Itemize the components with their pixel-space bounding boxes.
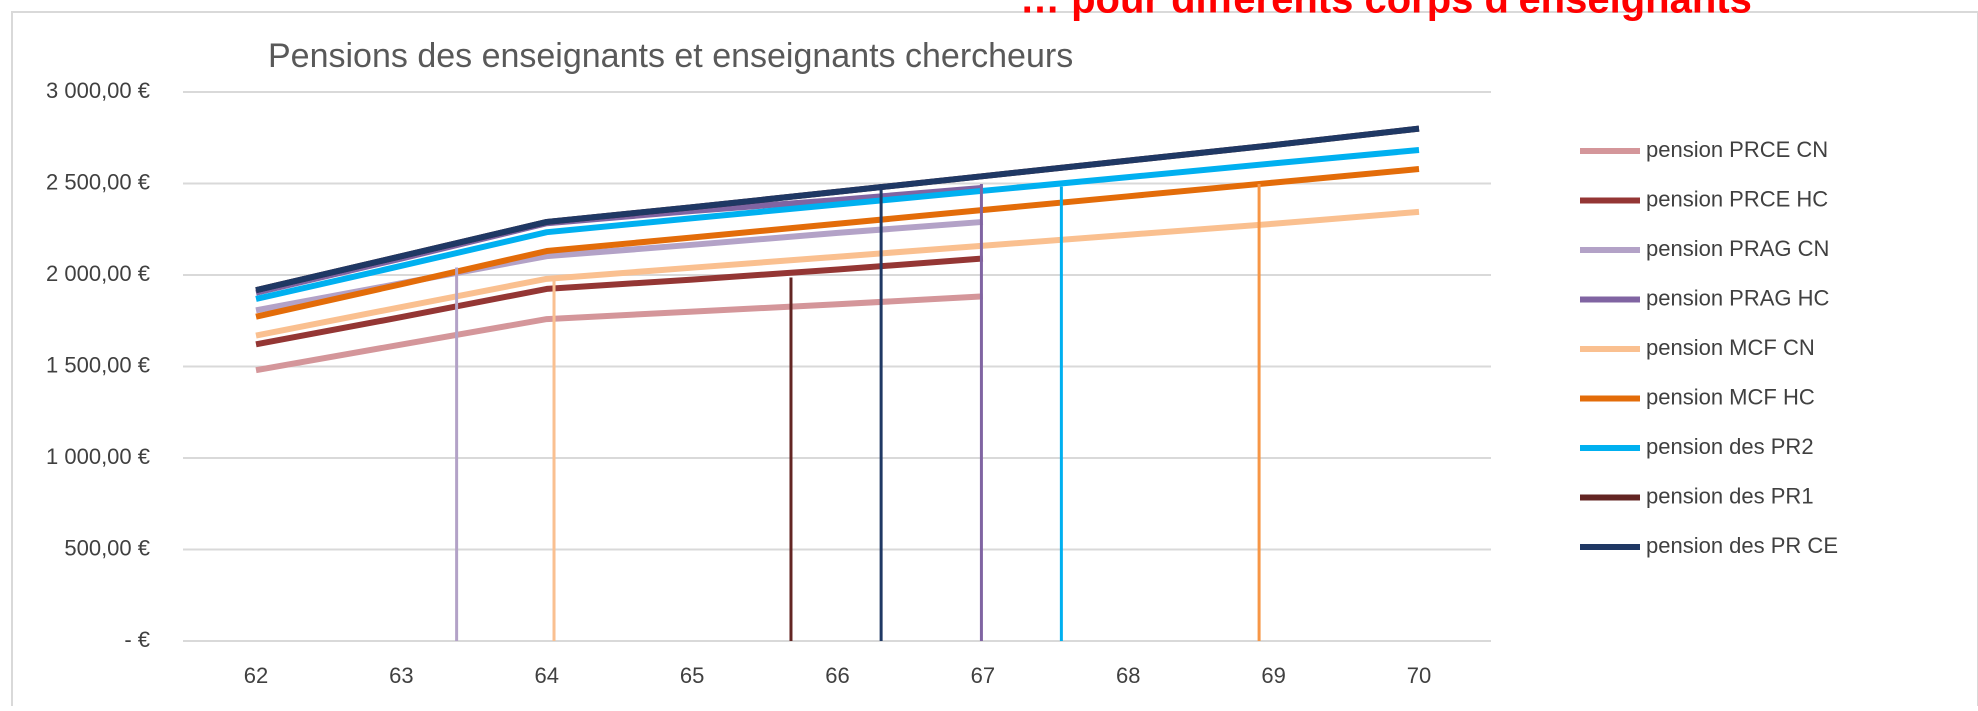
series-line [255, 208, 1420, 339]
series-line [255, 255, 984, 348]
annotation: … pour différents corps d'enseignants [1020, 0, 1752, 22]
y-tick-label: 1 000,00 € [46, 444, 150, 469]
x-tick-label: 67 [971, 663, 995, 688]
legend-label: pension PRCE CN [1646, 137, 1828, 162]
y-tick-label: 1 500,00 € [46, 352, 150, 377]
x-tick-label: 70 [1407, 663, 1431, 688]
y-tick-label: 2 500,00 € [46, 169, 150, 194]
x-tick-label: 63 [389, 663, 413, 688]
chart-title: Pensions des enseignants et enseignants … [268, 37, 1073, 75]
y-tick-label: 2 000,00 € [46, 261, 150, 286]
legend-label: pension PRCE HC [1646, 186, 1828, 211]
legend-label: pension MCF CN [1646, 335, 1815, 360]
series-line [255, 293, 984, 374]
series-line [255, 166, 1420, 320]
x-tick-label: 64 [535, 663, 559, 688]
x-tick-label: 62 [244, 663, 268, 688]
x-tick-label: 69 [1261, 663, 1285, 688]
x-tick-label: 66 [825, 663, 849, 688]
legend-label: pension des PR CE [1646, 533, 1838, 558]
x-tick-label: 65 [680, 663, 704, 688]
legend-label: pension PRAG HC [1646, 285, 1830, 310]
series-line [255, 147, 1420, 302]
legend-label: pension des PR1 [1646, 483, 1814, 508]
legend-label: pension MCF HC [1646, 384, 1815, 409]
legend-label: pension PRAG CN [1646, 236, 1829, 261]
y-tick-label: - € [124, 627, 150, 652]
x-tick-label: 68 [1116, 663, 1140, 688]
y-tick-label: 3 000,00 € [46, 78, 150, 103]
y-tick-label: 500,00 € [64, 535, 150, 560]
series-line [255, 125, 1420, 294]
legend-label: pension des PR2 [1646, 434, 1814, 459]
chart-frame [11, 11, 1978, 711]
